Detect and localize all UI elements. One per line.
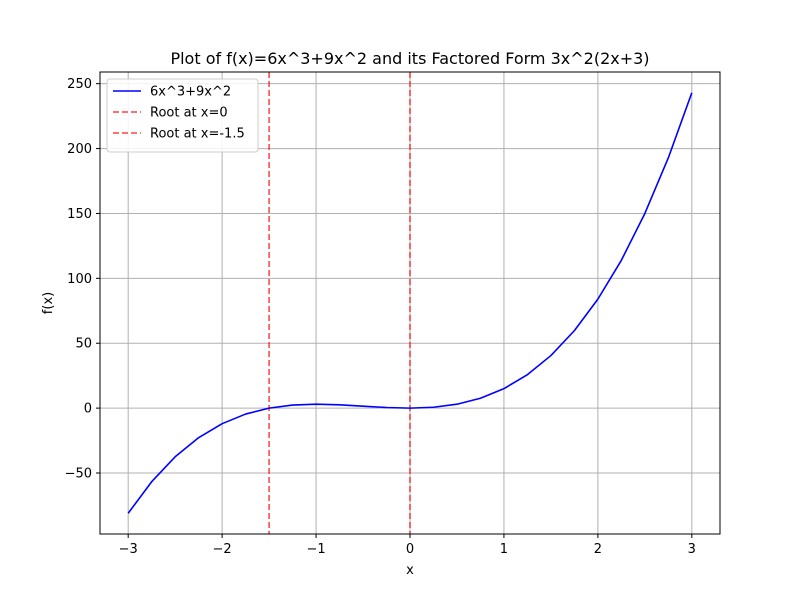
x-tick-label: −2 [213, 542, 232, 557]
y-tick-label: −50 [65, 467, 92, 482]
y-tick-label: 150 [67, 207, 92, 222]
x-tick-label: −3 [119, 542, 138, 557]
y-tick-label: 250 [67, 77, 92, 92]
x-tick-label: 3 [688, 542, 696, 557]
legend-box [106, 78, 259, 153]
x-axis-label: x [406, 563, 414, 578]
series-group [127, 92, 693, 514]
y-tick-label: 200 [67, 142, 92, 157]
x-axis-ticks: −3 −2 −1 0 1 2 3 [119, 534, 696, 557]
legend-label: Root at x=-1.5 [150, 127, 245, 142]
legend: 6x^3+9x^2 Root at x=0 Root at x=-1.5 [106, 78, 259, 153]
legend-label: 6x^3+9x^2 [150, 85, 231, 100]
x-tick-label: −1 [306, 542, 325, 557]
y-tick-label: 0 [84, 402, 92, 417]
root-lines [268, 72, 411, 534]
x-tick-label: 2 [594, 542, 602, 557]
y-tick-label: 50 [75, 337, 92, 352]
series-line [127, 92, 693, 514]
y-axis-ticks: −50 0 50 100 150 200 250 [65, 77, 100, 482]
y-tick-label: 100 [67, 272, 92, 287]
x-tick-label: 1 [500, 542, 508, 557]
x-tick-label: 0 [406, 542, 414, 557]
legend-label: Root at x=0 [150, 106, 228, 121]
y-axis-label: f(x) [41, 292, 56, 314]
chart-title: Plot of f(x)=6x^3+9x^2 and its Factored … [170, 49, 649, 68]
